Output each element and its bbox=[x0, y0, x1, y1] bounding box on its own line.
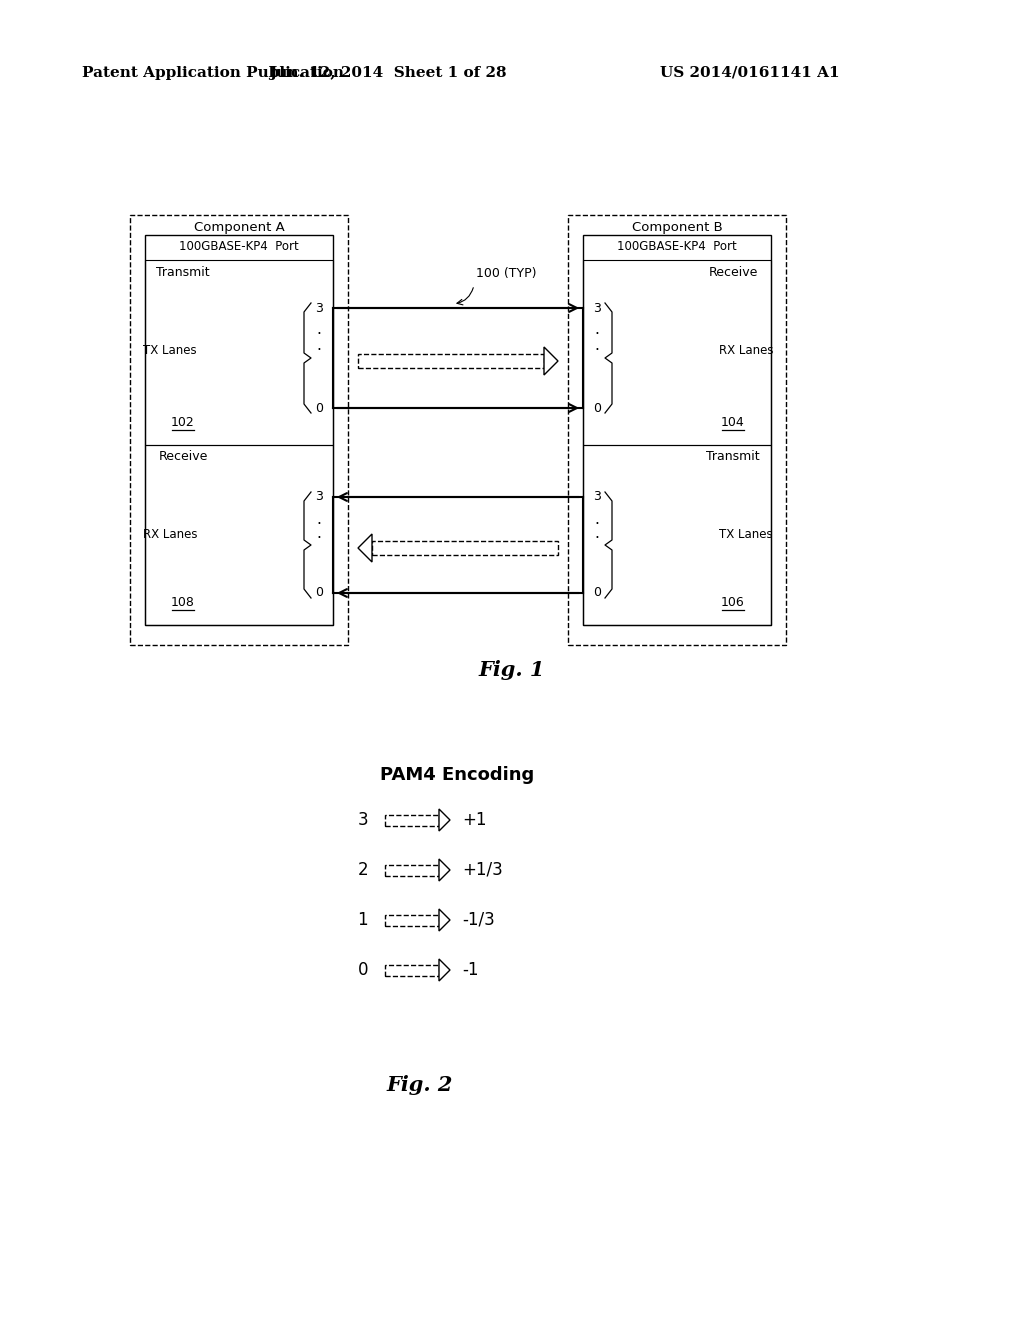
Text: 104: 104 bbox=[721, 417, 744, 429]
Text: 1: 1 bbox=[357, 911, 368, 929]
Text: 3: 3 bbox=[357, 810, 368, 829]
Polygon shape bbox=[439, 909, 450, 931]
Text: ·: · bbox=[594, 342, 599, 358]
Text: RX Lanes: RX Lanes bbox=[719, 343, 773, 356]
Bar bbox=[385, 915, 439, 925]
Bar bbox=[583, 260, 771, 445]
Bar bbox=[145, 445, 333, 624]
Text: 100GBASE-KP4  Port: 100GBASE-KP4 Port bbox=[617, 240, 737, 253]
Bar bbox=[385, 965, 439, 975]
Bar bbox=[568, 215, 786, 645]
Text: 0: 0 bbox=[357, 961, 368, 979]
Text: ·: · bbox=[594, 532, 599, 546]
Text: 100GBASE-KP4  Port: 100GBASE-KP4 Port bbox=[179, 240, 299, 253]
Text: Fig. 2: Fig. 2 bbox=[387, 1074, 454, 1096]
Text: TX Lanes: TX Lanes bbox=[719, 528, 773, 541]
Bar bbox=[372, 541, 558, 554]
Text: ·: · bbox=[316, 327, 321, 342]
Text: ·: · bbox=[594, 327, 599, 342]
Text: ·: · bbox=[316, 516, 321, 532]
Text: Transmit: Transmit bbox=[157, 265, 210, 279]
Text: 0: 0 bbox=[593, 586, 601, 599]
Text: 0: 0 bbox=[593, 401, 601, 414]
Text: 3: 3 bbox=[593, 301, 601, 314]
Polygon shape bbox=[439, 859, 450, 880]
Text: 3: 3 bbox=[315, 301, 323, 314]
Text: Receive: Receive bbox=[709, 265, 758, 279]
Bar bbox=[385, 814, 439, 825]
Polygon shape bbox=[439, 960, 450, 981]
Text: 100 (TYP): 100 (TYP) bbox=[476, 267, 537, 280]
Polygon shape bbox=[544, 347, 558, 375]
Text: 2: 2 bbox=[357, 861, 368, 879]
Text: ·: · bbox=[316, 532, 321, 546]
Bar bbox=[385, 865, 439, 875]
Text: 102: 102 bbox=[171, 417, 195, 429]
Text: Fig. 1: Fig. 1 bbox=[479, 660, 545, 680]
Text: RX Lanes: RX Lanes bbox=[142, 528, 198, 541]
Bar bbox=[583, 235, 771, 624]
Bar bbox=[130, 215, 348, 645]
Text: 0: 0 bbox=[315, 586, 323, 599]
Text: 3: 3 bbox=[315, 491, 323, 503]
Bar bbox=[145, 235, 333, 624]
Text: 106: 106 bbox=[721, 597, 744, 610]
Text: US 2014/0161141 A1: US 2014/0161141 A1 bbox=[660, 66, 840, 81]
Polygon shape bbox=[358, 535, 372, 562]
Text: ·: · bbox=[316, 342, 321, 358]
Bar bbox=[358, 354, 544, 368]
Text: Receive: Receive bbox=[159, 450, 208, 463]
Text: Patent Application Publication: Patent Application Publication bbox=[82, 66, 344, 81]
Bar bbox=[583, 445, 771, 624]
Polygon shape bbox=[439, 809, 450, 832]
Text: -1: -1 bbox=[462, 961, 478, 979]
Text: PAM4 Encoding: PAM4 Encoding bbox=[380, 766, 535, 784]
Text: 0: 0 bbox=[315, 401, 323, 414]
Bar bbox=[145, 260, 333, 445]
Text: +1/3: +1/3 bbox=[462, 861, 503, 879]
Text: ·: · bbox=[594, 516, 599, 532]
Text: +1: +1 bbox=[462, 810, 486, 829]
Text: 3: 3 bbox=[593, 491, 601, 503]
Text: Jun. 12, 2014  Sheet 1 of 28: Jun. 12, 2014 Sheet 1 of 28 bbox=[269, 66, 507, 81]
Text: -1/3: -1/3 bbox=[462, 911, 495, 929]
Text: Component A: Component A bbox=[194, 220, 285, 234]
Text: TX Lanes: TX Lanes bbox=[143, 343, 197, 356]
Text: 108: 108 bbox=[171, 597, 195, 610]
Text: Component B: Component B bbox=[632, 220, 722, 234]
Text: Transmit: Transmit bbox=[707, 450, 760, 463]
